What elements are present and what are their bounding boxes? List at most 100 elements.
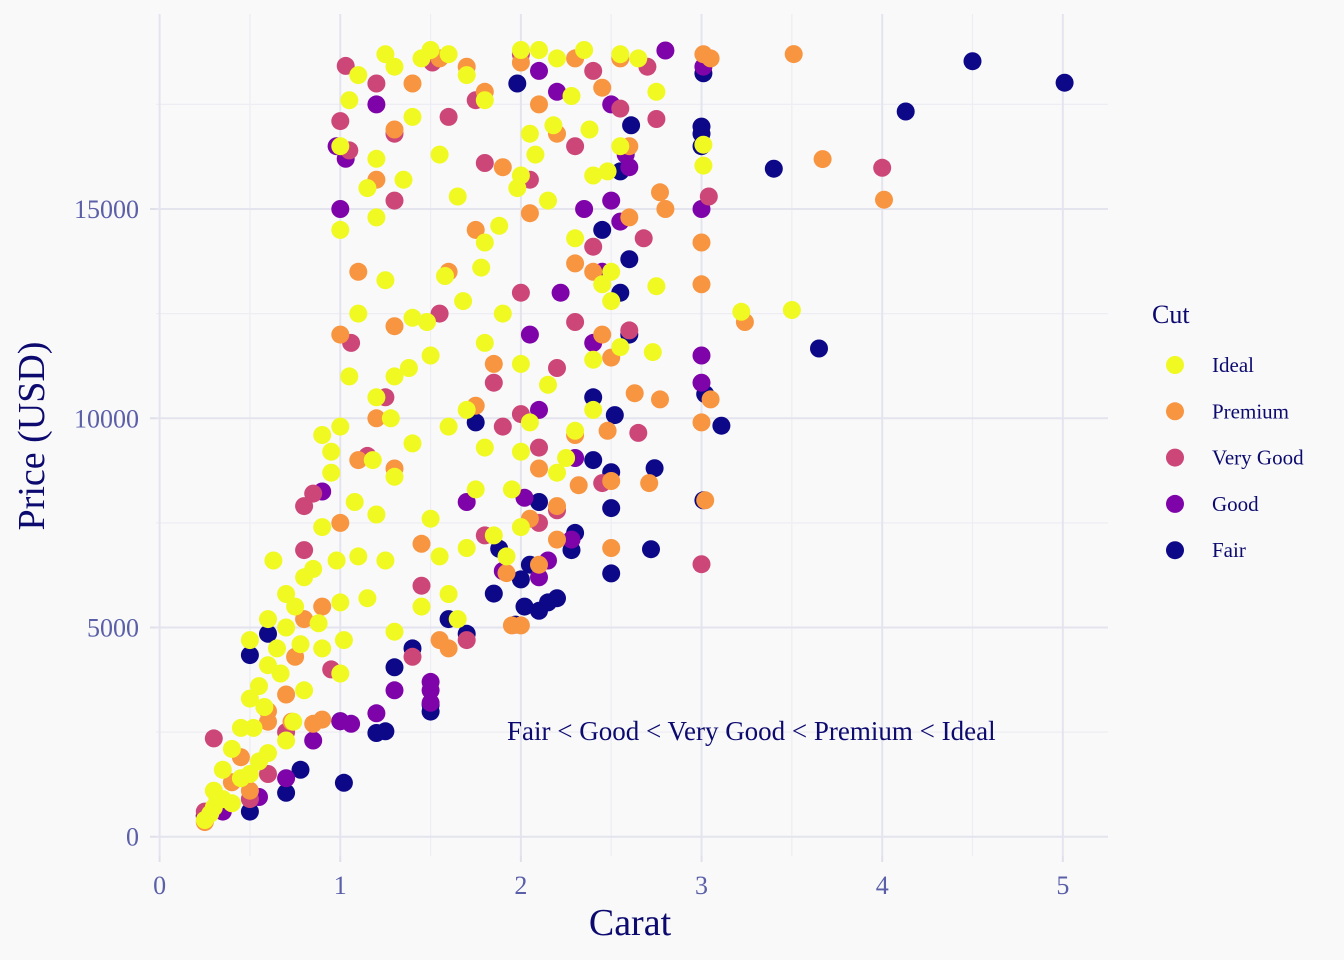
data-point — [439, 417, 458, 436]
data-point — [692, 555, 711, 574]
data-point — [213, 760, 232, 779]
data-point — [520, 204, 539, 223]
data-point — [349, 547, 368, 566]
data-point — [240, 631, 259, 650]
data-point — [240, 802, 259, 821]
data-point — [548, 463, 566, 482]
data-point — [701, 49, 720, 68]
data-point — [448, 610, 467, 629]
legend-label: Ideal — [1212, 353, 1254, 377]
data-point — [259, 624, 277, 643]
data-point — [439, 107, 458, 126]
series-very-good — [195, 45, 892, 821]
data-point — [475, 233, 494, 252]
data-point — [602, 472, 621, 490]
data-point — [231, 718, 250, 737]
data-point — [313, 597, 332, 616]
data-point — [692, 233, 711, 252]
data-point — [584, 400, 603, 419]
data-point — [277, 731, 296, 750]
legend-key-good — [1166, 494, 1184, 513]
data-point — [647, 82, 666, 101]
data-point — [421, 672, 440, 691]
data-point — [712, 416, 731, 435]
data-point — [421, 509, 440, 528]
data-point — [264, 551, 283, 570]
data-point — [520, 124, 539, 143]
data-point — [322, 463, 341, 482]
data-point — [625, 384, 644, 403]
data-point — [511, 570, 530, 589]
data-point — [502, 616, 521, 635]
data-point — [418, 313, 436, 331]
data-point — [598, 162, 617, 181]
data-point — [584, 451, 603, 470]
data-point — [340, 91, 359, 110]
data-point — [875, 190, 893, 209]
data-point — [611, 45, 630, 64]
data-point — [575, 200, 594, 218]
data-point — [291, 760, 310, 779]
data-point — [349, 304, 368, 323]
data-point — [656, 41, 675, 60]
x-tick-label: 5 — [1056, 871, 1069, 900]
data-point — [213, 790, 232, 809]
data-point — [403, 308, 422, 327]
data-point — [295, 541, 314, 560]
data-point — [466, 220, 485, 239]
data-point — [240, 689, 259, 708]
data-point — [622, 116, 641, 135]
x-tick-label: 3 — [695, 871, 708, 900]
data-point — [548, 359, 566, 377]
data-point — [548, 82, 566, 101]
data-point — [602, 564, 621, 583]
data-point — [484, 526, 503, 545]
data-point — [439, 585, 458, 603]
data-point — [342, 714, 361, 733]
legend-key-premium — [1166, 402, 1184, 421]
data-point — [309, 614, 328, 633]
data-point — [490, 216, 509, 235]
legend-key-ideal — [1166, 356, 1184, 374]
data-point — [376, 45, 395, 64]
data-point — [611, 137, 630, 156]
data-point — [331, 200, 350, 218]
data-point — [367, 208, 386, 227]
data-point — [484, 584, 503, 603]
data-point — [651, 390, 669, 409]
data-point — [732, 302, 751, 321]
data-point — [651, 183, 669, 202]
y-tick-label: 0 — [126, 823, 139, 852]
data-point — [508, 179, 527, 198]
data-point — [385, 57, 404, 76]
data-point — [327, 551, 346, 570]
data-point — [322, 442, 341, 461]
data-point — [385, 622, 404, 641]
y-tick-label: 15000 — [74, 195, 139, 224]
data-point — [222, 739, 241, 758]
data-point — [331, 137, 350, 156]
data-point — [1055, 73, 1074, 92]
data-point — [696, 491, 715, 510]
data-point — [566, 229, 585, 248]
data-point — [367, 409, 386, 428]
data-point — [475, 438, 494, 457]
data-point — [593, 325, 612, 344]
data-point — [457, 631, 476, 650]
data-point — [385, 681, 404, 700]
data-point — [295, 610, 314, 629]
series-premium — [195, 45, 893, 832]
data-point — [511, 354, 530, 373]
data-point — [331, 325, 350, 344]
data-point — [304, 731, 323, 750]
data-point — [286, 597, 305, 616]
data-point — [692, 373, 711, 392]
data-point — [813, 150, 832, 169]
data-points — [195, 41, 1074, 832]
legend-label: Very Good — [1212, 446, 1304, 470]
data-point — [620, 208, 639, 227]
data-point — [575, 41, 594, 59]
data-point — [873, 158, 892, 177]
data-point — [475, 91, 494, 110]
data-point — [331, 593, 350, 612]
